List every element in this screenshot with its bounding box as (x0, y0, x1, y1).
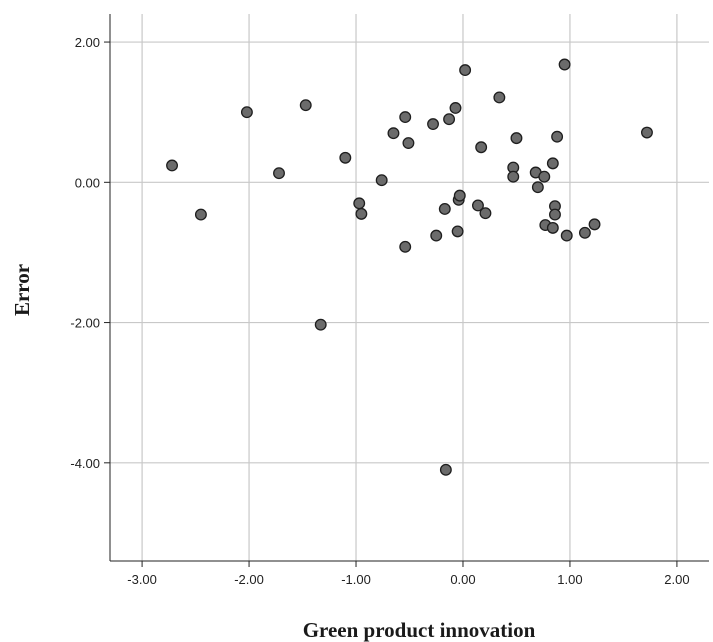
data-point (459, 64, 472, 77)
data-point (194, 208, 207, 221)
data-point (387, 127, 400, 140)
data-point (314, 318, 327, 331)
data-point (558, 58, 571, 71)
data-point (641, 126, 653, 139)
data-point (479, 207, 492, 220)
data-point (430, 229, 443, 242)
x-tick-label: 1.00 (557, 572, 582, 587)
data-point (472, 199, 484, 212)
data-point (493, 91, 506, 104)
data-point (399, 111, 412, 124)
data-point (355, 207, 368, 220)
data-point (475, 141, 488, 154)
x-tick-label: -3.00 (127, 572, 157, 587)
data-point (449, 102, 462, 114)
axes (104, 14, 709, 567)
data-point (240, 106, 253, 119)
data-point (531, 181, 544, 194)
y-tick-labels: 2.00 0.00 -2.00 -4.00 (70, 35, 100, 471)
data-point (546, 221, 559, 234)
data-point (578, 226, 591, 239)
data-point (551, 130, 564, 143)
data-point (546, 157, 559, 170)
gridlines (110, 14, 709, 561)
data-point (273, 167, 285, 180)
data-point (438, 203, 451, 215)
data-point (427, 118, 439, 131)
data-point (451, 225, 464, 238)
y-tick-label: -4.00 (70, 456, 100, 471)
x-tick-label: -1.00 (341, 572, 371, 587)
x-axis-title: Green product innovation (303, 618, 536, 642)
data-point (353, 197, 366, 210)
data-point (375, 174, 388, 187)
y-tick-label: 0.00 (75, 175, 100, 190)
data-point (549, 208, 561, 221)
data-point (510, 132, 523, 145)
data-point (299, 99, 312, 112)
data-point (339, 151, 352, 164)
x-tick-label: -2.00 (234, 572, 264, 587)
x-tick-labels: -3.00 -2.00 -1.00 0.00 1.00 2.00 (127, 572, 689, 587)
data-point (560, 229, 573, 242)
data-point (443, 113, 456, 126)
data-point (538, 170, 551, 183)
data-point (402, 137, 415, 149)
data-point (453, 189, 466, 202)
data-point (399, 240, 412, 253)
y-tick-label: -2.00 (70, 316, 100, 331)
data-point (166, 159, 178, 172)
data-points (166, 58, 653, 476)
data-point (439, 463, 452, 476)
y-tick-label: 2.00 (75, 35, 100, 50)
y-axis-title: Error (10, 264, 34, 316)
x-tick-label: 2.00 (664, 572, 689, 587)
data-point (588, 218, 601, 231)
x-tick-label: 0.00 (450, 572, 475, 587)
data-point (507, 170, 520, 183)
